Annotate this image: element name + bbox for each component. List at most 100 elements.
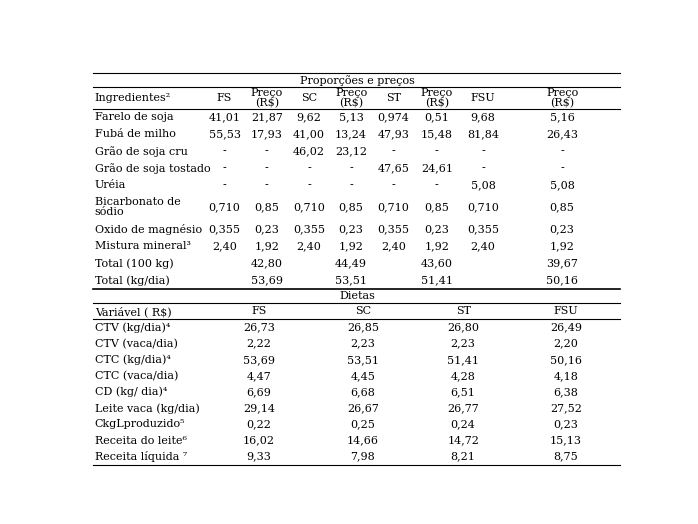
Text: 15,13: 15,13	[550, 435, 582, 445]
Text: ST: ST	[456, 307, 470, 316]
Text: -: -	[435, 180, 438, 190]
Text: 2,40: 2,40	[381, 242, 406, 252]
Text: Total (kg/dia): Total (kg/dia)	[95, 275, 170, 286]
Text: 13,24: 13,24	[335, 129, 367, 139]
Text: 2,20: 2,20	[554, 339, 579, 348]
Text: 0,23: 0,23	[254, 224, 279, 235]
Text: Preço: Preço	[335, 88, 367, 97]
Text: SC: SC	[301, 93, 317, 103]
Text: 26,80: 26,80	[447, 323, 479, 333]
Text: 43,60: 43,60	[421, 258, 453, 268]
Text: 9,62: 9,62	[297, 112, 321, 122]
Text: 2,23: 2,23	[350, 339, 376, 348]
Text: 0,22: 0,22	[246, 419, 272, 429]
Text: 0,710: 0,710	[293, 202, 325, 212]
Text: Ingredientes²: Ingredientes²	[95, 93, 171, 103]
Text: 26,77: 26,77	[447, 403, 479, 413]
Text: 0,974: 0,974	[378, 112, 409, 122]
Text: -: -	[223, 163, 226, 173]
Text: 6,51: 6,51	[451, 387, 475, 397]
Text: FS: FS	[217, 93, 232, 103]
Text: 0,710: 0,710	[209, 202, 240, 212]
Text: 6,69: 6,69	[246, 387, 272, 397]
Text: 39,67: 39,67	[546, 258, 578, 268]
Text: CkgLproduzido⁵: CkgLproduzido⁵	[95, 419, 186, 429]
Text: 0,355: 0,355	[209, 224, 241, 235]
Text: 27,52: 27,52	[550, 403, 582, 413]
Text: 7,98: 7,98	[350, 452, 376, 462]
Text: SC: SC	[355, 307, 371, 316]
Text: 0,710: 0,710	[467, 202, 499, 212]
Text: 0,85: 0,85	[424, 202, 450, 212]
Text: 9,33: 9,33	[246, 452, 272, 462]
Text: 0,23: 0,23	[549, 224, 574, 235]
Text: 2,23: 2,23	[451, 339, 475, 348]
Text: -: -	[223, 180, 226, 190]
Text: Dietas: Dietas	[340, 291, 376, 301]
Text: 1,92: 1,92	[424, 242, 450, 252]
Text: CTC (kg/dia)⁴: CTC (kg/dia)⁴	[95, 355, 171, 365]
Text: 1,92: 1,92	[549, 242, 574, 252]
Text: Total (100 kg): Total (100 kg)	[95, 258, 173, 269]
Text: -: -	[392, 180, 395, 190]
Text: ST: ST	[386, 93, 401, 103]
Text: 0,51: 0,51	[424, 112, 450, 122]
Text: -: -	[349, 163, 353, 173]
Text: 42,80: 42,80	[251, 258, 283, 268]
Text: FS: FS	[251, 307, 267, 316]
Text: 26,43: 26,43	[546, 129, 578, 139]
Text: sódio: sódio	[95, 208, 124, 217]
Text: -: -	[265, 180, 269, 190]
Text: 51,41: 51,41	[447, 355, 479, 365]
Text: 5,08: 5,08	[470, 180, 496, 190]
Text: 26,85: 26,85	[347, 323, 379, 333]
Text: 23,12: 23,12	[335, 146, 367, 156]
Text: -: -	[435, 146, 438, 156]
Text: FSU: FSU	[470, 93, 496, 103]
Text: 44,49: 44,49	[335, 258, 367, 268]
Text: -: -	[349, 180, 353, 190]
Text: 50,16: 50,16	[550, 355, 582, 365]
Text: 6,68: 6,68	[350, 387, 376, 397]
Text: Bicarbonato de: Bicarbonato de	[95, 198, 181, 208]
Text: Uréia: Uréia	[95, 180, 126, 190]
Text: 5,16: 5,16	[549, 112, 574, 122]
Text: Leite vaca (kg/dia): Leite vaca (kg/dia)	[95, 403, 200, 413]
Text: 47,93: 47,93	[378, 129, 409, 139]
Text: 17,93: 17,93	[251, 129, 283, 139]
Text: Proporções e preços: Proporções e preços	[300, 75, 415, 85]
Text: 1,92: 1,92	[254, 242, 279, 252]
Text: 5,08: 5,08	[549, 180, 574, 190]
Text: -: -	[307, 163, 311, 173]
Text: 8,75: 8,75	[554, 452, 579, 462]
Text: Variável ( R$): Variável ( R$)	[95, 306, 172, 317]
Text: -: -	[307, 180, 311, 190]
Text: 14,66: 14,66	[347, 435, 379, 445]
Text: FSU: FSU	[554, 307, 579, 316]
Text: -: -	[223, 146, 226, 156]
Text: 41,01: 41,01	[209, 112, 241, 122]
Text: Mistura mineral³: Mistura mineral³	[95, 242, 191, 252]
Text: -: -	[392, 146, 395, 156]
Text: 53,51: 53,51	[347, 355, 379, 365]
Text: 51,41: 51,41	[421, 275, 453, 286]
Text: 6,38: 6,38	[554, 387, 579, 397]
Text: 16,02: 16,02	[243, 435, 275, 445]
Text: 0,355: 0,355	[378, 224, 409, 235]
Text: 26,49: 26,49	[550, 323, 582, 333]
Text: 81,84: 81,84	[467, 129, 499, 139]
Text: CTV (vaca/dia): CTV (vaca/dia)	[95, 339, 178, 349]
Text: 21,87: 21,87	[251, 112, 283, 122]
Text: Farelo de soja: Farelo de soja	[95, 112, 173, 122]
Text: Grão de soja cru: Grão de soja cru	[95, 146, 188, 157]
Text: 0,85: 0,85	[254, 202, 279, 212]
Text: Fubá de milho: Fubá de milho	[95, 129, 176, 139]
Text: 1,92: 1,92	[339, 242, 364, 252]
Text: 0,23: 0,23	[554, 419, 579, 429]
Text: 0,24: 0,24	[451, 419, 475, 429]
Text: 2,22: 2,22	[246, 339, 272, 348]
Text: 0,85: 0,85	[339, 202, 364, 212]
Text: 24,61: 24,61	[421, 163, 453, 173]
Text: 9,68: 9,68	[470, 112, 496, 122]
Text: (R$): (R$)	[339, 98, 363, 108]
